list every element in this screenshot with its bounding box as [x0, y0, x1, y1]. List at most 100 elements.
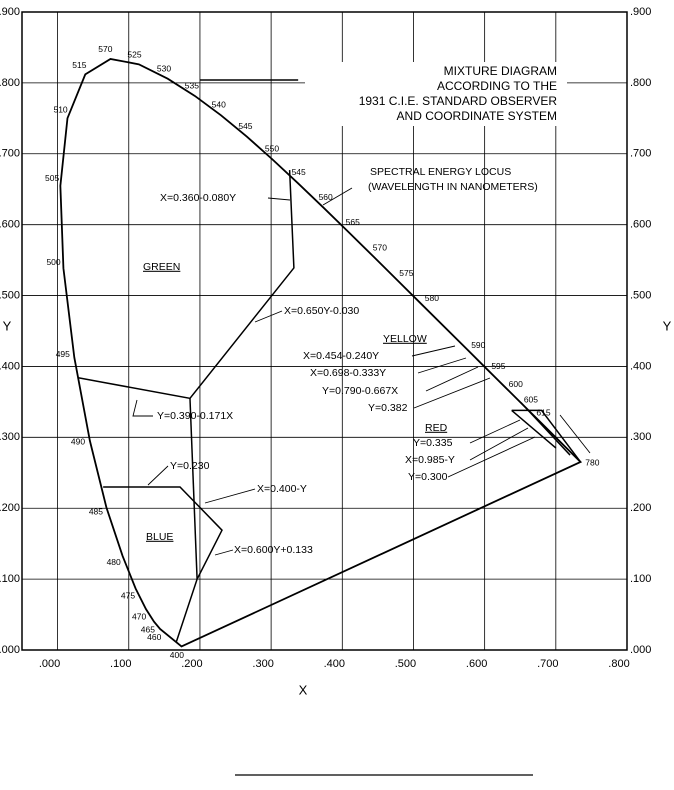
y-tick-label: .400: [0, 360, 20, 372]
wavelength-label: 545: [238, 121, 252, 131]
y-tick-label: .600: [0, 219, 20, 231]
arrow: [559, 414, 591, 454]
arrow: [413, 377, 491, 409]
wavelength-label: 480: [107, 557, 121, 567]
y-tick-label-right: .900: [630, 6, 651, 18]
wavelength-label: 780: [585, 458, 599, 468]
wavelength-label: 530: [157, 63, 171, 73]
wavelength-label: 570: [373, 242, 387, 252]
region-boundary: [189, 398, 198, 580]
arrow: [447, 436, 536, 478]
chart-title: ACCORDING TO THE: [437, 79, 557, 93]
x-axis-label: X: [299, 682, 308, 697]
chart-title: MIXTURE DIAGRAM: [444, 64, 557, 78]
annotation: GREEN: [143, 261, 180, 273]
arrow: [204, 488, 256, 504]
x-tick-label: .000: [39, 658, 60, 670]
y-tick-label: .700: [0, 148, 20, 160]
annotation: Y=0.230: [170, 460, 210, 472]
wavelength-label: 515: [72, 60, 86, 70]
y-tick-label: .200: [0, 502, 20, 514]
annotation: Y=0.300: [408, 471, 448, 483]
wavelength-label: 600: [509, 379, 523, 389]
annotation: X=0.698-0.333Y: [310, 367, 386, 379]
wavelength-label: 565: [346, 217, 360, 227]
arrow: [132, 399, 153, 417]
region-boundary: [511, 409, 557, 449]
arrow: [254, 310, 283, 323]
wavelength-label: 560: [319, 192, 333, 202]
x-tick-label: .100: [110, 658, 131, 670]
annotation: (WAVELENGTH IN NANOMETERS): [368, 181, 538, 193]
wavelength-label: 575: [399, 268, 413, 278]
y-tick-label: .800: [0, 77, 20, 89]
wavelength-label: 545: [292, 167, 306, 177]
y-tick-label-right: .000: [630, 644, 651, 656]
grid: [22, 12, 627, 650]
chart-title: AND COORDINATE SYSTEM: [397, 109, 557, 123]
arrow: [322, 187, 353, 206]
arrow: [267, 197, 291, 201]
arrow: [411, 345, 456, 357]
wavelength-label: 605: [524, 395, 538, 405]
y-tick-label-right: .200: [630, 502, 651, 514]
x-tick-label: .300: [252, 658, 273, 670]
region-boundary: [520, 402, 571, 456]
annotation: Y=0.335: [413, 437, 453, 449]
y-axis-label-right: Y: [663, 318, 672, 333]
wavelength-label: 460: [147, 632, 161, 642]
wavelength-label: 570: [98, 44, 112, 54]
annotation: X=0.400-Y: [257, 483, 307, 495]
wavelength-label: 525: [127, 49, 141, 59]
wavelength-label: 590: [471, 340, 485, 350]
x-tick-label: .400: [324, 658, 345, 670]
annotation: Y=0.790-0.667X: [322, 385, 398, 397]
arrows: [132, 187, 591, 556]
y-tick-label-right: .600: [630, 219, 651, 231]
title-backdrop: [305, 62, 567, 126]
wavelength-label: 470: [132, 612, 146, 622]
wavelength-label: 595: [491, 361, 505, 371]
annotation: Y=0.382: [368, 402, 408, 414]
arrow: [417, 357, 467, 374]
y-tick-label: .900: [0, 6, 20, 18]
y-tick-label-right: .300: [630, 431, 651, 443]
wavelength-label: 510: [53, 104, 67, 114]
wavelength-label: 505: [45, 173, 59, 183]
y-tick-label-right: .800: [630, 77, 651, 89]
wavelength-label: 475: [121, 590, 135, 600]
y-axis-label: Y: [3, 318, 12, 333]
wavelength-label: 540: [212, 100, 226, 110]
arrow: [469, 419, 521, 444]
wavelength-label: 485: [89, 507, 103, 517]
arrow: [214, 549, 234, 556]
y-tick-label: .300: [0, 431, 20, 443]
annotation: RED: [425, 422, 448, 434]
y-tick-label: .000: [0, 644, 20, 656]
annotation: YELLOW: [383, 333, 427, 345]
region-boundary: [103, 486, 223, 642]
annotation: X=0.650Y-0.030: [284, 305, 359, 317]
y-tick-label: .100: [0, 573, 20, 585]
wavelength-label: 535: [185, 81, 199, 91]
region-boundary: [511, 409, 582, 463]
chart-title: 1931 C.I.E. STANDARD OBSERVER: [359, 94, 558, 108]
x-tick-label: .600: [466, 658, 487, 670]
wavelength-label: 465: [141, 625, 155, 635]
wavelength-label: 550: [265, 143, 279, 153]
wavelength-label: 490: [71, 436, 85, 446]
plot-frame: [21, 11, 628, 651]
y-tick-label-right: .700: [630, 148, 651, 160]
annotation: BLUE: [146, 531, 173, 543]
x-tick-label: .700: [537, 658, 558, 670]
wavelength-label: 500: [46, 257, 60, 267]
annotation: X=0.985-Y: [405, 454, 455, 466]
annotation: X=0.600Y+0.133: [234, 544, 313, 556]
annotation: X=0.454-0.240Y: [303, 350, 379, 362]
spectral-locus: [59, 57, 583, 648]
x-tick-label: .500: [395, 658, 416, 670]
y-tick-label-right: .500: [630, 289, 651, 301]
region-boundary: [78, 170, 295, 400]
